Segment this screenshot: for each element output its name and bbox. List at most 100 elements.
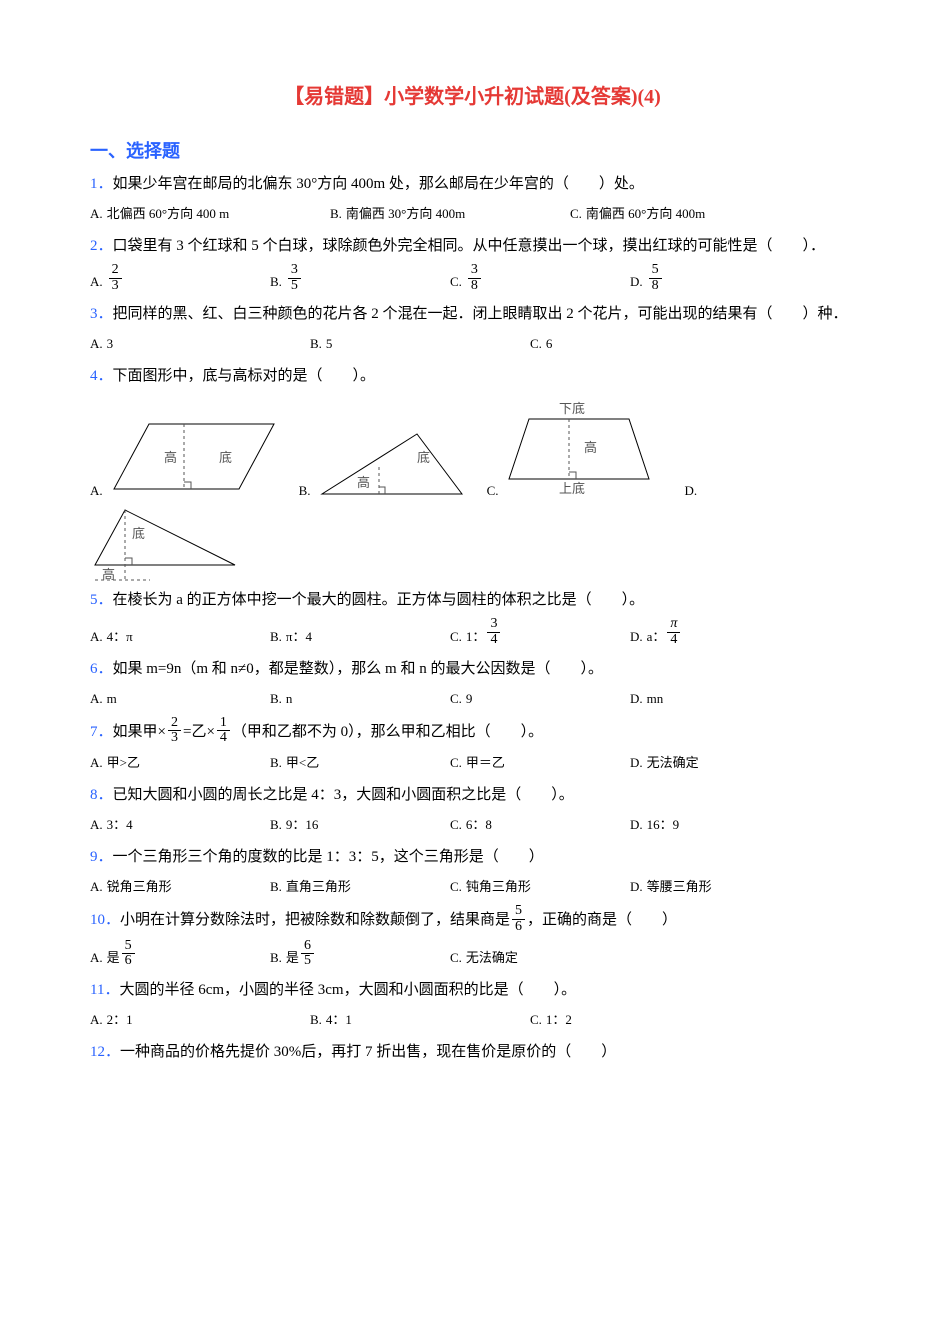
fraction: 23 bbox=[168, 716, 181, 748]
label-gao: 高 bbox=[584, 440, 597, 455]
q-text: 一个三角形三个角的度数的比是 1：3：5，这个三角形是（ ） bbox=[113, 849, 544, 865]
q8-opt-d: D.16：9 bbox=[630, 812, 810, 838]
q2-opt-a: A.23 bbox=[90, 263, 270, 295]
q-text: 已知大圆和小圆的周长之比是 4：3，大圆和小圆面积之比是（ ）。 bbox=[113, 787, 574, 803]
question-5: 5．在棱长为 a 的正方体中挖一个最大的圆柱。正方体与圆柱的体积之比是（ ）。 bbox=[90, 585, 855, 615]
section-heading: 一、选择题 bbox=[90, 137, 855, 163]
fraction: π4 bbox=[667, 617, 680, 649]
q-num: 1． bbox=[90, 176, 113, 192]
q4-shape-d: 底 高 bbox=[90, 505, 855, 585]
q6-opt-b: B.n bbox=[270, 686, 450, 712]
q7-opt-a: A.甲>乙 bbox=[90, 750, 270, 776]
triangle-icon: 底 高 bbox=[317, 429, 467, 499]
q-num: 9． bbox=[90, 849, 113, 865]
q-text-post: （甲和乙都不为 0），那么甲和乙相比（ ）。 bbox=[232, 717, 543, 747]
q-text: 如果 m=9n（m 和 n≠0，都是整数），那么 m 和 n 的最大公因数是（ … bbox=[113, 661, 603, 677]
q4-shape-c: C. 下底 高 上底 D. bbox=[487, 399, 704, 499]
q10-opt-c: C.无法确定 bbox=[450, 939, 630, 971]
q8-options: A.3：4 B.9：16 C.6：8 D.16：9 bbox=[90, 812, 855, 838]
q7-opt-c: C.甲＝乙 bbox=[450, 750, 630, 776]
q-text-pre: 如果甲× bbox=[113, 717, 166, 747]
q2-opt-b: B.35 bbox=[270, 263, 450, 295]
page-title: 【易错题】小学数学小升初试题(及答案)(4) bbox=[90, 80, 855, 109]
opt-label: A. bbox=[90, 483, 103, 499]
fraction: 35 bbox=[288, 263, 301, 295]
q-num: 2． bbox=[90, 238, 113, 254]
q6-opt-d: D.mn bbox=[630, 686, 810, 712]
question-10: 10． 小明在计算分数除法时，把被除数和除数颠倒了，结果商是 56 ，正确的商是… bbox=[90, 904, 855, 936]
label-bottom: 上底 bbox=[559, 481, 585, 496]
q-num: 12． bbox=[90, 1044, 120, 1060]
q4-shape-a: A. 高 底 bbox=[90, 414, 279, 499]
label-di: 底 bbox=[219, 450, 232, 465]
q2-options: A.23 B.35 C.38 D.58 bbox=[90, 263, 855, 295]
label-di: 底 bbox=[417, 450, 430, 465]
q10-opt-a: A.是 56 bbox=[90, 939, 270, 971]
q5-options: A.4：π B.π：4 C.1：34 D.a：π4 bbox=[90, 617, 855, 649]
q-num: 5． bbox=[90, 592, 113, 608]
q5-opt-d: D.a：π4 bbox=[630, 617, 810, 649]
opt-label: B. bbox=[299, 483, 311, 499]
q-num: 11． bbox=[90, 982, 119, 998]
q-text: 大圆的半径 6cm，小圆的半径 3cm，大圆和小圆面积的比是（ ）。 bbox=[119, 982, 576, 998]
q-text-pre: 小明在计算分数除法时，把被除数和除数颠倒了，结果商是 bbox=[120, 905, 510, 935]
question-11: 11．大圆的半径 6cm，小圆的半径 3cm，大圆和小圆面积的比是（ ）。 bbox=[90, 975, 855, 1005]
q11-opt-a: A.2：1 bbox=[90, 1007, 310, 1033]
q1-opt-a: A.北偏西 60°方向 400 m bbox=[90, 201, 330, 227]
q-text: 下面图形中，底与高标对的是（ ）。 bbox=[113, 368, 376, 384]
q-text: 如果少年宫在邮局的北偏东 30°方向 400m 处，那么邮局在少年宫的（ ）处。 bbox=[113, 176, 644, 192]
q8-opt-b: B.9：16 bbox=[270, 812, 450, 838]
q3-options: A.3 B.5 C.6 bbox=[90, 331, 855, 357]
question-8: 8．已知大圆和小圆的周长之比是 4：3，大圆和小圆面积之比是（ ）。 bbox=[90, 780, 855, 810]
q11-opt-b: B.4：1 bbox=[310, 1007, 530, 1033]
q5-opt-a: A.4：π bbox=[90, 617, 270, 649]
q-text-post: ，正确的商是（ ） bbox=[527, 905, 677, 935]
q-text: 口袋里有 3 个红球和 5 个白球，球除颜色外完全相同。从中任意摸出一个球，摸出… bbox=[113, 238, 826, 254]
q6-options: A.m B.n C.9 D.mn bbox=[90, 686, 855, 712]
question-4: 4．下面图形中，底与高标对的是（ ）。 bbox=[90, 361, 855, 391]
label-di: 底 bbox=[132, 526, 145, 541]
fraction: 56 bbox=[122, 939, 135, 971]
label-top: 下底 bbox=[559, 401, 585, 416]
q9-opt-c: C.钝角三角形 bbox=[450, 874, 630, 900]
q7-opt-d: D.无法确定 bbox=[630, 750, 810, 776]
opt-label: C. bbox=[487, 483, 499, 499]
q3-opt-c: C.6 bbox=[530, 331, 710, 357]
question-2: 2．口袋里有 3 个红球和 5 个白球，球除颜色外完全相同。从中任意摸出一个球，… bbox=[90, 231, 855, 261]
question-6: 6．如果 m=9n（m 和 n≠0，都是整数），那么 m 和 n 的最大公因数是… bbox=[90, 654, 855, 684]
q8-opt-a: A.3：4 bbox=[90, 812, 270, 838]
q9-opt-b: B.直角三角形 bbox=[270, 874, 450, 900]
q-text-mid: =乙× bbox=[183, 717, 215, 747]
fraction: 23 bbox=[109, 263, 122, 295]
q10-opt-b: B.是 65 bbox=[270, 939, 450, 971]
q-text: 一种商品的价格先提价 30%后，再打 7 折出售，现在售价是原价的（ ） bbox=[120, 1044, 616, 1060]
q-num: 3． bbox=[90, 306, 113, 322]
q3-opt-a: A.3 bbox=[90, 331, 310, 357]
q11-opt-c: C.1：2 bbox=[530, 1007, 710, 1033]
triangle-d-icon: 底 高 bbox=[90, 505, 240, 585]
fraction: 38 bbox=[468, 263, 481, 295]
q-num: 10． bbox=[90, 905, 120, 935]
q9-opt-a: A.锐角三角形 bbox=[90, 874, 270, 900]
q5-opt-c: C.1：34 bbox=[450, 617, 630, 649]
label-gao: 高 bbox=[357, 475, 370, 490]
fraction: 34 bbox=[487, 617, 500, 649]
fraction: 58 bbox=[649, 263, 662, 295]
fraction: 65 bbox=[301, 939, 314, 971]
q4-shape-b: B. 底 高 bbox=[299, 429, 467, 499]
question-7: 7． 如果甲× 23 =乙× 14 （甲和乙都不为 0），那么甲和乙相比（ ）。 bbox=[90, 716, 855, 748]
q6-opt-a: A.m bbox=[90, 686, 270, 712]
q10-options: A.是 56 B.是 65 C.无法确定 bbox=[90, 939, 855, 971]
q6-opt-c: C.9 bbox=[450, 686, 630, 712]
q7-options: A.甲>乙 B.甲<乙 C.甲＝乙 D.无法确定 bbox=[90, 750, 855, 776]
label-gao: 高 bbox=[164, 450, 177, 465]
q4-shapes: A. 高 底 B. 底 高 C. 下底 高 上底 D. bbox=[90, 399, 855, 499]
question-1: 1．如果少年宫在邮局的北偏东 30°方向 400m 处，那么邮局在少年宫的（ ）… bbox=[90, 169, 855, 199]
q8-opt-c: C.6：8 bbox=[450, 812, 630, 838]
q-num: 4． bbox=[90, 368, 113, 384]
q1-options: A.北偏西 60°方向 400 m B.南偏西 30°方向 400m C.南偏西… bbox=[90, 201, 855, 227]
q2-opt-d: D.58 bbox=[630, 263, 810, 295]
parallelogram-icon: 高 底 bbox=[109, 414, 279, 499]
q5-opt-b: B.π：4 bbox=[270, 617, 450, 649]
question-3: 3．把同样的黑、红、白三种颜色的花片各 2 个混在一起．闭上眼睛取出 2 个花片… bbox=[90, 299, 855, 329]
